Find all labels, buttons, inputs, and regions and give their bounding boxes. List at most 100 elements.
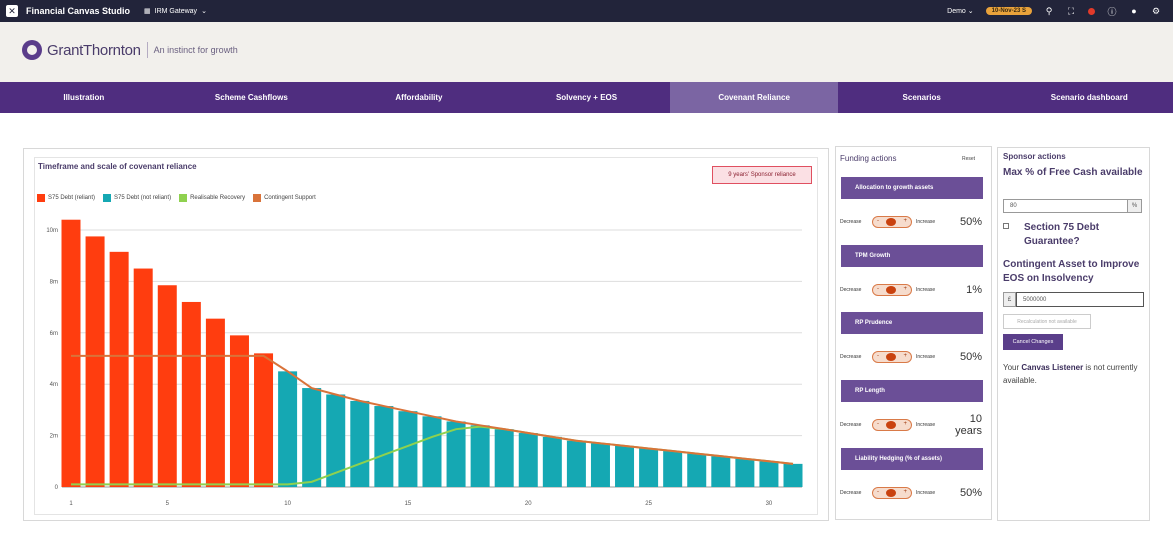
decrease-label: Decrease bbox=[840, 490, 862, 496]
funding-action-header: Allocation to growth assets bbox=[841, 177, 983, 199]
adjust-slider[interactable]: - + bbox=[872, 487, 912, 499]
recalculate-button[interactable]: Recalculation not available bbox=[1003, 314, 1091, 329]
search-icon[interactable]: ⚲ bbox=[1045, 5, 1053, 16]
brand-name: GrantThornton bbox=[47, 41, 141, 59]
action-value: 10 years bbox=[955, 413, 982, 437]
reset-button[interactable]: Reset bbox=[962, 156, 976, 162]
y-tick-label: 0 bbox=[55, 485, 59, 491]
plus-icon[interactable]: + bbox=[903, 421, 907, 427]
plus-icon[interactable]: + bbox=[903, 218, 907, 224]
expand-icon[interactable]: ⛶ bbox=[1067, 5, 1075, 16]
bar bbox=[61, 219, 81, 488]
bar bbox=[109, 251, 129, 487]
chart-title: Timeframe and scale of covenant reliance bbox=[38, 162, 197, 171]
slider-knob[interactable] bbox=[886, 489, 896, 497]
funding-action-header: TPM Growth bbox=[841, 245, 983, 267]
bar bbox=[350, 400, 370, 487]
date-badge[interactable]: 10-Nov-23 S bbox=[985, 7, 1032, 15]
brand-header bbox=[0, 22, 1173, 82]
tab-solvency-eos[interactable]: Solvency + EOS bbox=[555, 93, 618, 102]
note-text: Your bbox=[1003, 363, 1022, 372]
percent-suffix: % bbox=[1127, 199, 1142, 213]
bar bbox=[687, 453, 707, 487]
tab-scenarios[interactable]: Scenarios bbox=[902, 93, 941, 102]
bar bbox=[711, 456, 731, 487]
tab-illustration[interactable]: Illustration bbox=[63, 93, 105, 102]
legend-item[interactable]: S75 Debt (reliant) bbox=[37, 194, 95, 202]
minus-icon[interactable]: - bbox=[877, 489, 879, 495]
bar bbox=[157, 285, 177, 487]
note-text: is not currently available. bbox=[1003, 363, 1138, 385]
app-logo-icon[interactable]: ✕ bbox=[6, 5, 18, 17]
adjust-slider[interactable]: - + bbox=[872, 216, 912, 228]
tab-scheme-cashflows[interactable]: Scheme Cashflows bbox=[214, 93, 288, 102]
legend-item[interactable]: S75 Debt (not reliant) bbox=[103, 194, 171, 202]
x-tick-label: 1 bbox=[69, 501, 73, 507]
free-cash-input[interactable]: 80 bbox=[1003, 199, 1128, 213]
tab-covenant-reliance[interactable]: Covenant Reliance bbox=[670, 82, 838, 113]
workspace-selector[interactable]: ▦ IRM Gateway ⌄ bbox=[144, 7, 207, 16]
bar bbox=[735, 458, 755, 487]
legend-label: Realisable Recovery bbox=[190, 195, 246, 201]
decrease-label: Decrease bbox=[840, 287, 862, 293]
bar bbox=[663, 451, 683, 487]
minus-icon[interactable]: - bbox=[877, 353, 879, 359]
legend-swatch bbox=[179, 194, 188, 202]
gt-logo-icon bbox=[22, 40, 42, 60]
y-tick-label: 4m bbox=[50, 382, 58, 388]
cancel-changes-button[interactable]: Cancel Changes bbox=[1003, 334, 1063, 350]
x-tick-label: 30 bbox=[766, 501, 773, 507]
plus-icon[interactable]: + bbox=[903, 286, 907, 292]
bar bbox=[566, 440, 586, 487]
minus-icon[interactable]: - bbox=[877, 218, 879, 224]
guarantee-checkbox[interactable] bbox=[1003, 223, 1009, 229]
funding-action-control: Decrease - + Increase 10 years bbox=[840, 413, 986, 437]
contingent-asset-label: Contingent Asset to Improve EOS on Insol… bbox=[1003, 259, 1140, 284]
main-nav: Illustration Scheme Cashflows Affordabil… bbox=[0, 82, 1173, 113]
legend-label: S75 Debt (not reliant) bbox=[114, 195, 172, 201]
listener-status-note: Your Canvas Listener is not currently av… bbox=[1003, 361, 1143, 387]
action-value: 50% bbox=[959, 216, 982, 228]
bar bbox=[639, 448, 659, 487]
plus-icon[interactable]: + bbox=[903, 489, 907, 495]
legend-item[interactable]: Realisable Recovery bbox=[179, 194, 245, 202]
slider-knob[interactable] bbox=[886, 421, 896, 429]
bar bbox=[446, 421, 466, 487]
adjust-slider[interactable]: - + bbox=[872, 419, 912, 431]
legend-swatch bbox=[37, 194, 45, 202]
adjust-slider[interactable]: - + bbox=[872, 351, 912, 363]
x-tick-label: 25 bbox=[645, 501, 652, 507]
minus-icon[interactable]: - bbox=[877, 286, 879, 292]
slider-knob[interactable] bbox=[886, 353, 896, 361]
funding-action-control: Decrease - + Increase 50% bbox=[840, 485, 986, 501]
plus-icon[interactable]: + bbox=[903, 353, 907, 359]
bar bbox=[590, 443, 610, 487]
adjust-slider[interactable]: - + bbox=[872, 284, 912, 296]
contingent-asset-input[interactable]: 5000000 bbox=[1016, 292, 1144, 307]
minus-icon[interactable]: - bbox=[877, 421, 879, 427]
legend-swatch bbox=[103, 194, 112, 202]
tab-scenario-dashboard[interactable]: Scenario dashboard bbox=[1050, 93, 1128, 102]
slider-knob[interactable] bbox=[886, 218, 896, 226]
bar bbox=[278, 371, 298, 487]
funding-action-header: RP Length bbox=[841, 380, 983, 402]
decrease-label: Decrease bbox=[840, 422, 862, 428]
increase-label: Increase bbox=[916, 219, 936, 225]
grant-thornton-logo: GrantThornton An instinct for growth bbox=[22, 40, 238, 60]
note-emphasis: Canvas Listener bbox=[1021, 363, 1084, 372]
user-label: Demo bbox=[947, 8, 966, 15]
bar bbox=[205, 318, 225, 487]
tab-affordability[interactable]: Affordability bbox=[395, 93, 443, 102]
settings-icon[interactable]: ⚙ bbox=[1151, 5, 1161, 16]
bar bbox=[398, 411, 418, 487]
bar bbox=[615, 445, 635, 487]
slider-knob[interactable] bbox=[886, 286, 896, 294]
legend-item[interactable]: Contingent Support bbox=[253, 194, 316, 202]
info-icon[interactable]: ⓘ bbox=[1107, 6, 1117, 17]
notification-icon[interactable] bbox=[1088, 7, 1095, 15]
user-menu[interactable]: Demo ⌄ bbox=[947, 8, 974, 15]
bar bbox=[494, 429, 514, 487]
y-tick-label: 2m bbox=[50, 434, 58, 440]
user-avatar-icon[interactable]: ● bbox=[1131, 6, 1137, 16]
